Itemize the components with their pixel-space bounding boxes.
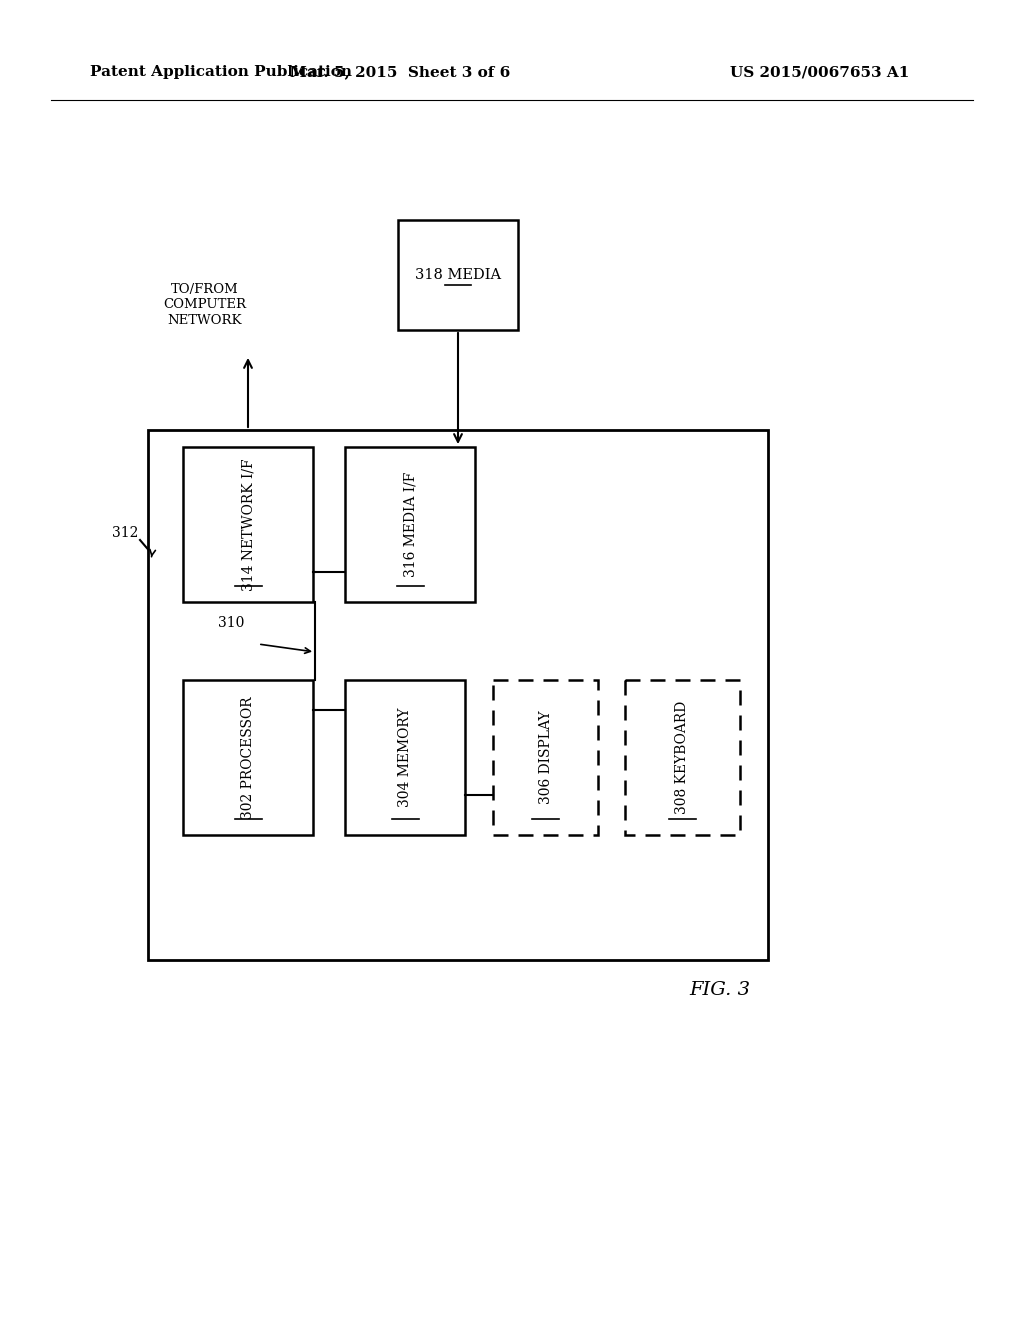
Text: 306 DISPLAY: 306 DISPLAY	[539, 710, 553, 804]
Text: 312: 312	[112, 525, 138, 540]
Bar	[183, 680, 313, 836]
Text: US 2015/0067653 A1: US 2015/0067653 A1	[730, 65, 909, 79]
Bar	[398, 220, 518, 330]
Text: FIG. 3: FIG. 3	[689, 981, 751, 999]
Bar	[345, 680, 465, 836]
Bar	[183, 447, 313, 602]
Text: Patent Application Publication: Patent Application Publication	[90, 65, 352, 79]
Text: 308 KEYBOARD: 308 KEYBOARD	[676, 701, 689, 814]
Bar	[345, 447, 475, 602]
Text: 314 NETWORK I/F: 314 NETWORK I/F	[241, 458, 255, 591]
Text: 304 MEMORY: 304 MEMORY	[398, 708, 412, 808]
Text: 302 PROCESSOR: 302 PROCESSOR	[241, 696, 255, 818]
Text: Mar. 5, 2015  Sheet 3 of 6: Mar. 5, 2015 Sheet 3 of 6	[290, 65, 510, 79]
Bar	[148, 430, 768, 960]
Text: TO/FROM
COMPUTER
NETWORK: TO/FROM COMPUTER NETWORK	[164, 284, 247, 326]
Bar	[625, 680, 740, 836]
Text: 310: 310	[218, 616, 244, 630]
Bar	[493, 680, 598, 836]
Text: 316 MEDIA I/F: 316 MEDIA I/F	[403, 471, 417, 577]
Text: 318 MEDIA: 318 MEDIA	[415, 268, 501, 282]
